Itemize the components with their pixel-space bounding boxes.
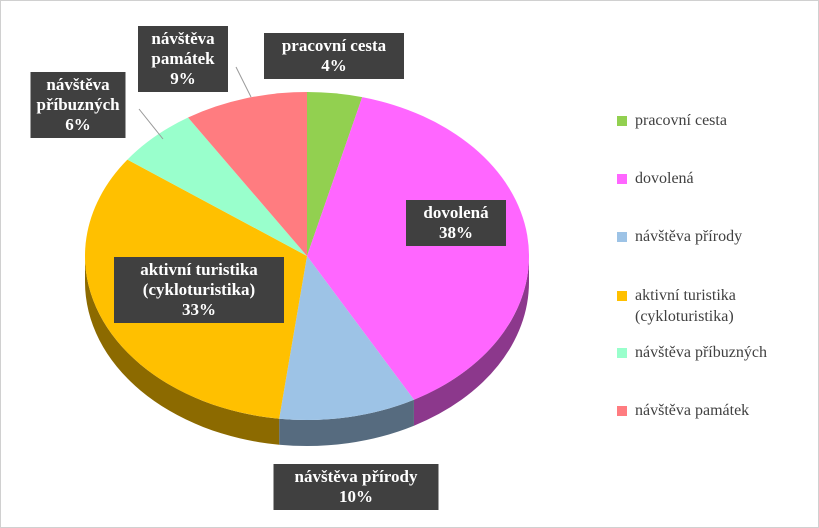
slice bbox=[307, 97, 529, 400]
label-value: 33% bbox=[182, 300, 216, 319]
legend-text: pracovní cesta bbox=[635, 112, 727, 129]
data-label: návštěva přírody 10% bbox=[273, 464, 439, 510]
label-value: 38% bbox=[439, 223, 473, 242]
slice bbox=[279, 256, 414, 420]
data-label: dovolená 38% bbox=[406, 200, 506, 246]
data-label: pracovní cesta 4% bbox=[264, 33, 404, 79]
legend-swatch bbox=[617, 232, 627, 242]
slice bbox=[127, 117, 307, 257]
legend-label: dovolená bbox=[635, 168, 818, 189]
slice-side bbox=[85, 256, 280, 445]
slice bbox=[188, 92, 307, 256]
legend-label: aktivní turistika (cykloturistika) bbox=[635, 285, 818, 327]
slice-side bbox=[413, 256, 529, 426]
label-category: návštěva památek bbox=[151, 29, 215, 68]
label-category: dovolená bbox=[423, 203, 489, 222]
data-label: aktivní turistika (cykloturistika) 33% bbox=[114, 257, 284, 323]
legend-swatch bbox=[617, 116, 627, 126]
label-value: 6% bbox=[65, 115, 91, 134]
label-category: návštěva přírody bbox=[294, 467, 418, 486]
label-category: aktivní turistika (cykloturistika) bbox=[140, 260, 258, 299]
data-label: návštěva památek 9% bbox=[138, 26, 228, 92]
label-category: návštěva příbuzných bbox=[36, 75, 120, 114]
legend-swatch bbox=[617, 174, 627, 184]
legend-text: návštěva příbuzných bbox=[635, 344, 767, 361]
legend-swatch bbox=[617, 348, 627, 358]
leader-line bbox=[138, 108, 164, 140]
label-category: pracovní cesta bbox=[281, 36, 387, 55]
label-value: 9% bbox=[170, 69, 196, 88]
legend-text: návštěva přírody bbox=[635, 228, 743, 245]
legend-swatch bbox=[617, 291, 627, 301]
leader-line bbox=[235, 66, 252, 98]
legend-text: aktivní turistika (cykloturistika) bbox=[635, 287, 736, 325]
slice-side bbox=[279, 399, 414, 446]
legend-label: návštěva památek bbox=[635, 400, 818, 421]
legend-label: návštěva příbuzných bbox=[635, 342, 818, 363]
label-value: 10% bbox=[339, 487, 373, 506]
legend-label: návštěva přírody bbox=[635, 226, 818, 247]
data-label: návštěva příbuzných 6% bbox=[30, 72, 126, 138]
label-value: 4% bbox=[321, 56, 347, 75]
legend-label: pracovní cesta bbox=[635, 110, 818, 131]
slice bbox=[307, 92, 363, 256]
legend-text: návštěva památek bbox=[635, 402, 750, 419]
legend-swatch bbox=[617, 406, 627, 416]
legend-text: dovolená bbox=[635, 170, 694, 187]
